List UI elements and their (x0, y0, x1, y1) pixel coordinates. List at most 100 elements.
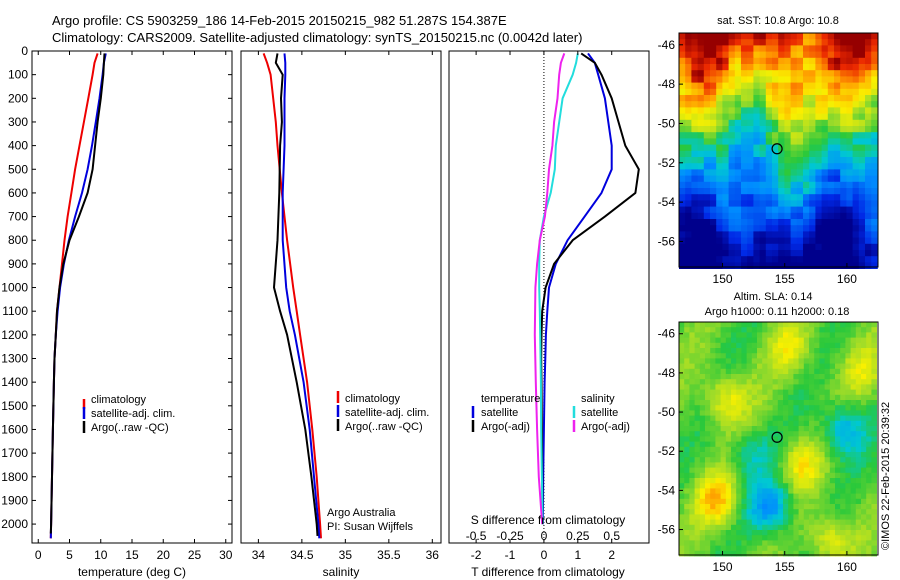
map-cell (736, 493, 742, 500)
map-cell (840, 483, 846, 489)
map-cell (691, 113, 698, 121)
map-cell (788, 535, 794, 541)
map-cell (703, 175, 711, 183)
map-cell (741, 379, 747, 385)
map-cell (685, 237, 692, 245)
map-cell (746, 379, 753, 385)
map-cell (731, 462, 737, 468)
map-cell (762, 441, 768, 448)
map-cell (705, 452, 711, 458)
map-cell (861, 467, 867, 474)
map-cell (759, 188, 767, 195)
map-cell (803, 436, 810, 442)
map-cell (703, 51, 711, 59)
map-cell (736, 514, 742, 520)
map-cell (824, 436, 831, 442)
map-cell (710, 169, 717, 176)
map-cell (694, 540, 701, 546)
map-cell (720, 332, 727, 338)
map-cell (734, 157, 742, 164)
map-cell (871, 163, 878, 170)
map-cell (728, 194, 736, 201)
map-cell (691, 107, 698, 114)
map-cell (716, 64, 723, 71)
map-cell (850, 452, 857, 458)
map-cell (840, 348, 846, 354)
map-cell (835, 389, 841, 396)
map-cell (689, 467, 695, 474)
map-cell (866, 431, 872, 437)
map-cell (871, 119, 878, 127)
map-cell (715, 363, 721, 370)
map-cell (762, 400, 768, 406)
map-cell (759, 76, 767, 83)
map-cell (840, 51, 847, 59)
map-cell (858, 219, 866, 226)
map-cell (798, 400, 805, 406)
map-cell (699, 420, 706, 427)
map-cell (705, 514, 711, 520)
map-cell (778, 64, 785, 71)
map-cell (840, 504, 846, 510)
s-diff-tick-label: -0.5 (466, 529, 487, 543)
map-cell (753, 138, 760, 145)
map-cell (725, 519, 732, 526)
map-cell (725, 410, 732, 416)
map-cell (679, 467, 685, 474)
map-cell (762, 358, 768, 364)
map-cell (852, 64, 860, 71)
map-cell (824, 337, 831, 344)
map-cell (734, 188, 742, 195)
map-cell (762, 353, 768, 359)
map-cell (741, 363, 747, 370)
map-cell (705, 483, 711, 489)
map-cell (710, 243, 717, 251)
map-cell (803, 389, 810, 396)
map-cell (858, 188, 866, 195)
map-cell (803, 175, 810, 183)
map-cell (821, 175, 829, 183)
map-cell (819, 332, 825, 338)
map-cell (866, 550, 872, 557)
map-cell (871, 332, 877, 338)
map-cell (835, 337, 841, 344)
map-cell (736, 322, 742, 328)
map-cell (684, 498, 690, 505)
map-cell (835, 457, 841, 463)
map-cell (747, 132, 754, 139)
map-cell (747, 70, 754, 77)
map-cell (710, 493, 716, 500)
legend-label-satellite: satellite-adj. clim. (345, 407, 429, 419)
map-cell (840, 150, 847, 158)
legend-label-t-argo: Argo(-adj) (481, 421, 530, 433)
map-cell (865, 70, 872, 77)
map-cell (834, 163, 841, 170)
map-cell (753, 126, 760, 133)
map-cell (809, 389, 815, 396)
map-cell (689, 550, 695, 557)
map-cell (788, 462, 794, 468)
map-cell (747, 88, 754, 96)
map-cell (747, 225, 754, 232)
map-cell (759, 132, 767, 139)
map-cell (705, 498, 711, 505)
map-cell (835, 519, 841, 526)
map-cell (865, 51, 872, 59)
map-cell (855, 462, 862, 468)
map-cell (784, 132, 791, 139)
map-cell (746, 514, 753, 520)
map-cell (772, 57, 779, 65)
map-cell (803, 405, 810, 411)
map-cell (798, 524, 805, 531)
map-cell (865, 101, 872, 108)
map-cell (697, 163, 705, 170)
map-cell (747, 33, 754, 40)
map-cell (722, 231, 729, 238)
map-cell (699, 514, 706, 520)
map-cell (722, 88, 729, 96)
map-cell (705, 545, 711, 552)
map-cell (861, 431, 867, 437)
map-cell (731, 327, 737, 333)
map-cell (788, 457, 794, 463)
map-cell (814, 452, 820, 458)
